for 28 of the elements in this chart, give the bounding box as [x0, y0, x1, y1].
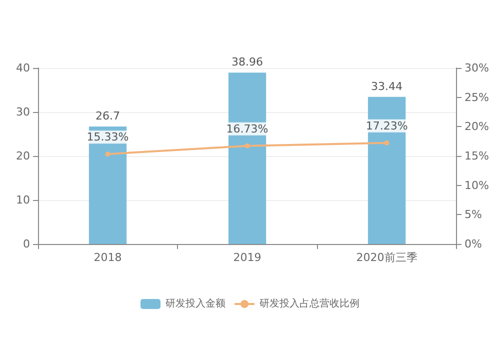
legend-label: 研发投入占总营收比例 [260, 298, 360, 310]
y-tick-label: 10 [16, 194, 30, 206]
y-tick-label: 40 [16, 62, 30, 74]
y2-tick-label: 30% [464, 62, 490, 74]
data-label: 26.7 [96, 110, 120, 123]
bar [228, 72, 266, 244]
data-label: 33.44 [371, 80, 403, 93]
y2-tick-label: 20% [464, 120, 490, 134]
y2-tick-label: 25% [464, 90, 490, 104]
x-tick-label: 2019 [233, 251, 262, 264]
point [105, 152, 110, 157]
y2-tick-label: 5% [464, 208, 482, 222]
data-label: 17.23% [366, 119, 408, 132]
y2-tick-label: 15% [464, 150, 490, 162]
bar [368, 96, 406, 244]
legend-label: 研发投入金额 [166, 298, 226, 310]
data-label: 16.73% [226, 122, 268, 136]
y2-tick-label: 0% [464, 238, 482, 250]
y2-tick-label: 10% [464, 178, 490, 192]
point [244, 143, 250, 148]
data-label: 15.33% [86, 130, 129, 144]
point [384, 140, 390, 146]
y-tick-label: 20 [16, 150, 30, 162]
y-tick-label: 30 [16, 106, 30, 118]
x-tick-label: 2020前三季 [356, 251, 418, 264]
y-tick-label: 0 [23, 238, 30, 250]
x-tick-label: 2018 [94, 251, 122, 264]
data-label: 38.96 [232, 56, 264, 69]
